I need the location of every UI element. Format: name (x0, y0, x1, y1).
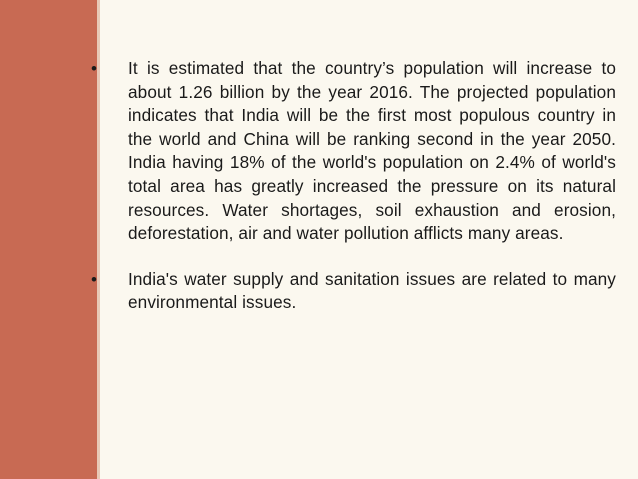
bullet-item-water-supply: • India's water supply and sanitation is… (88, 268, 616, 315)
bullet-text-population: It is estimated that the country’s popul… (128, 58, 616, 244)
slide-content: • It is estimated that the country’s pop… (88, 57, 616, 315)
decorative-side-band (0, 0, 97, 479)
side-band-edge (97, 0, 100, 479)
bullet-text-water-supply: India's water supply and sanitation issu… (128, 268, 616, 313)
bullet-marker: • (91, 269, 97, 289)
bullet-item-population: • It is estimated that the country’s pop… (88, 57, 616, 246)
bullet-marker: • (91, 59, 97, 78)
